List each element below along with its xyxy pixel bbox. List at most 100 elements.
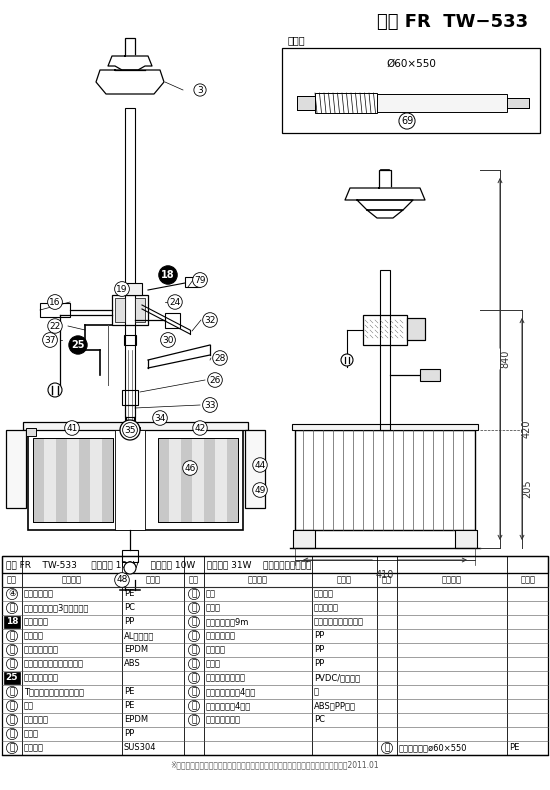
Text: モーター: モーター (24, 631, 44, 641)
Text: 材　質: 材 質 (337, 575, 352, 585)
Bar (67, 438, 79, 522)
Bar (125, 108, 135, 430)
Bar (79, 438, 90, 522)
Bar (112, 295, 148, 325)
Text: ⑺: ⑺ (9, 687, 15, 697)
Text: 18: 18 (6, 618, 18, 626)
Text: 重り　　（脚4ヶ）: 重り （脚4ヶ） (206, 702, 251, 710)
Bar (2, 556, 548, 573)
Text: 24: 24 (169, 298, 180, 307)
Text: ベラ: ベラ (206, 589, 216, 599)
Bar (122, 390, 138, 405)
Text: 㑶: 㑶 (191, 631, 197, 641)
Bar (185, 277, 200, 287)
Polygon shape (108, 56, 152, 70)
Text: 41: 41 (67, 423, 78, 432)
Text: 品　　名: 品 名 (248, 575, 268, 585)
Text: 鉄: 鉄 (314, 687, 319, 697)
Text: PVDC/ナイロン: PVDC/ナイロン (314, 674, 360, 683)
Text: ふるさとベース: ふるさとベース (206, 716, 241, 724)
Text: 420: 420 (522, 419, 532, 438)
Text: 品　　名: 品 名 (62, 575, 82, 585)
Bar (379, 170, 391, 188)
Text: 濾過材（ダブル）: 濾過材（ダブル） (206, 674, 246, 683)
Text: 蛇口: 蛇口 (24, 702, 34, 710)
Text: 㑿: 㑿 (191, 716, 197, 724)
Text: シャフト: シャフト (24, 743, 44, 753)
Bar (192, 438, 204, 522)
Bar (33, 438, 113, 522)
Bar (135, 298, 145, 322)
Text: コンデンサー（3マイクロ）: コンデンサー（3マイクロ） (24, 604, 89, 612)
Text: 浸水検知器: 浸水検知器 (24, 618, 49, 626)
Text: オーバーフロー: オーバーフロー (24, 674, 59, 683)
Text: 840: 840 (500, 350, 510, 368)
Bar (507, 98, 529, 108)
Bar (40, 303, 70, 317)
Text: PC: PC (314, 716, 325, 724)
Bar (227, 438, 238, 522)
Text: 34: 34 (155, 413, 166, 423)
Text: 補助ベース（ふるさと用）: 補助ベース（ふるさと用） (24, 660, 84, 668)
Bar (102, 438, 113, 522)
Bar (2, 573, 548, 587)
Circle shape (48, 383, 62, 397)
Text: 材　質: 材 質 (146, 575, 161, 585)
Text: 材　質: 材 質 (521, 575, 536, 585)
Bar (363, 315, 407, 345)
Text: 46: 46 (184, 464, 196, 472)
Bar (125, 405, 135, 417)
Text: ⒁: ⒁ (9, 743, 15, 753)
Bar (295, 430, 475, 530)
Text: ジョイントゴム: ジョイントゴム (24, 645, 59, 654)
Bar (292, 424, 478, 430)
Bar (122, 550, 138, 562)
Bar (455, 530, 477, 548)
Bar (297, 96, 315, 110)
Text: Ø60×550: Ø60×550 (386, 59, 436, 69)
Bar (56, 438, 67, 522)
Text: 42: 42 (194, 423, 206, 432)
Bar (204, 438, 215, 522)
Text: 25: 25 (72, 340, 85, 350)
Bar (158, 438, 238, 522)
Text: ナイロン: ナイロン (314, 589, 334, 599)
Polygon shape (345, 188, 425, 200)
Text: ⑸: ⑸ (9, 660, 15, 668)
Text: PP: PP (124, 729, 134, 739)
Text: 26: 26 (210, 375, 221, 385)
Text: Tパイプ（水切りゴム付）: Tパイプ（水切りゴム付） (24, 687, 84, 697)
Text: 吉野 FR    TW-533     定格電圧 100V    定格出力 10W    消費電力 31W    タカラ工業株式会社: 吉野 FR TW-533 定格電圧 100V 定格出力 10W 消費電力 31W… (6, 560, 311, 569)
Bar (407, 318, 425, 340)
Bar (407, 318, 425, 340)
Text: 本体支え（ネジ4本）: 本体支え（ネジ4本） (206, 687, 256, 697)
Bar (181, 438, 192, 522)
Text: PC: PC (124, 604, 135, 612)
Text: 軸受け: 軸受け (206, 604, 221, 612)
Text: ジェラコン: ジェラコン (314, 604, 339, 612)
Bar (115, 298, 125, 322)
Text: ⑳: ⑳ (9, 631, 15, 641)
Bar (377, 94, 507, 112)
Text: 79: 79 (194, 276, 206, 284)
Circle shape (341, 354, 353, 366)
Bar (282, 48, 540, 133)
Text: ⑼: ⑼ (9, 702, 15, 710)
Text: 付属品: 付属品 (288, 35, 306, 45)
Text: 㑹: 㑹 (191, 660, 197, 668)
Text: ⑰: ⑰ (9, 604, 15, 612)
Bar (33, 438, 113, 522)
Text: 部番: 部番 (189, 575, 199, 585)
Text: 3: 3 (197, 85, 203, 95)
Text: 30: 30 (162, 336, 174, 344)
Text: 16: 16 (50, 298, 60, 307)
Text: 部番: 部番 (382, 575, 392, 585)
Text: PE: PE (124, 702, 134, 710)
Text: 濾過槽蓋: 濾過槽蓋 (206, 645, 226, 654)
Polygon shape (367, 210, 403, 218)
Text: ABS・PP・鉄: ABS・PP・鉄 (314, 702, 356, 710)
Circle shape (120, 420, 140, 440)
Bar (380, 270, 390, 430)
Text: 19: 19 (116, 284, 128, 294)
Text: 㑤: 㑤 (191, 589, 197, 599)
